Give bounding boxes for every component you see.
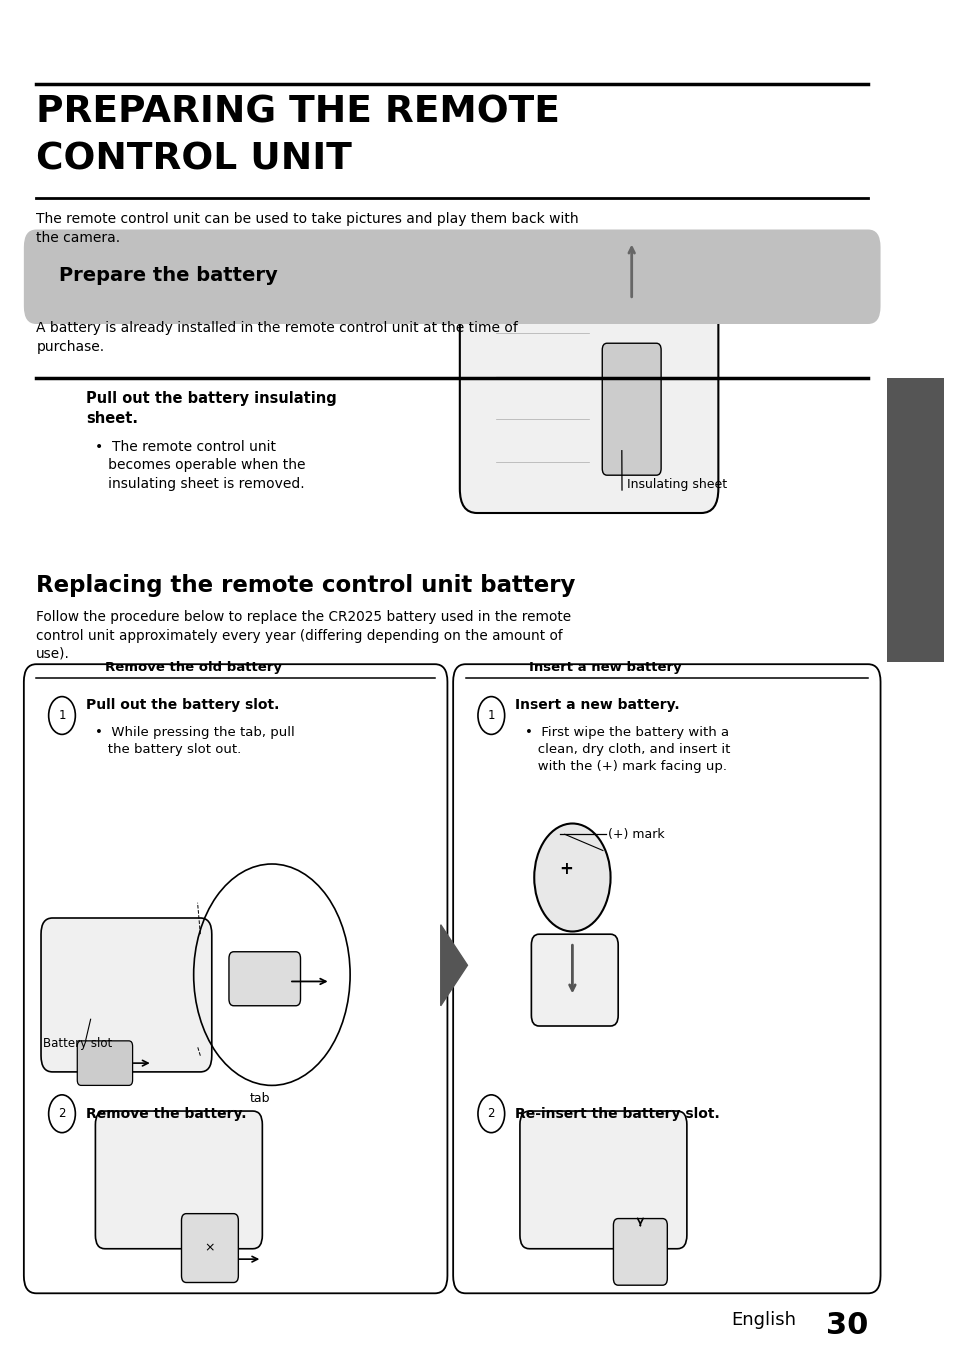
Text: PREPARING THE REMOTE: PREPARING THE REMOTE: [36, 95, 559, 131]
FancyBboxPatch shape: [77, 1041, 132, 1085]
Text: English: English: [731, 1311, 796, 1330]
Text: +: +: [559, 860, 573, 879]
Text: Battery slot: Battery slot: [43, 1037, 112, 1050]
FancyBboxPatch shape: [459, 282, 718, 513]
Text: CONTROL UNIT: CONTROL UNIT: [36, 142, 352, 178]
Text: Insert a new battery: Insert a new battery: [529, 660, 681, 674]
Text: •  The remote control unit
   becomes operable when the
   insulating sheet is r: • The remote control unit becomes operab…: [95, 440, 306, 491]
Circle shape: [534, 824, 610, 932]
FancyBboxPatch shape: [531, 934, 618, 1026]
Polygon shape: [440, 925, 467, 1006]
Text: The remote control unit can be used to take pictures and play them back with
the: The remote control unit can be used to t…: [36, 212, 578, 244]
Text: 2: 2: [58, 1107, 66, 1120]
Text: Insulating sheet: Insulating sheet: [626, 478, 726, 491]
Text: Prepare the battery: Prepare the battery: [59, 266, 277, 285]
Text: SETUP: SETUP: [908, 494, 922, 545]
Text: 2: 2: [487, 1107, 495, 1120]
FancyBboxPatch shape: [24, 230, 880, 324]
Text: Pull out the battery insulating
sheet.: Pull out the battery insulating sheet.: [86, 392, 336, 427]
Text: Follow the procedure below to replace the CR2025 battery used in the remote
cont: Follow the procedure below to replace th…: [36, 610, 571, 662]
FancyBboxPatch shape: [41, 918, 212, 1072]
FancyBboxPatch shape: [95, 1111, 262, 1249]
FancyBboxPatch shape: [229, 952, 300, 1006]
FancyBboxPatch shape: [601, 343, 660, 475]
FancyBboxPatch shape: [24, 664, 447, 1293]
FancyBboxPatch shape: [613, 1219, 667, 1285]
Text: (+) mark: (+) mark: [607, 828, 663, 841]
Text: 1: 1: [58, 709, 66, 722]
Text: 1: 1: [487, 709, 495, 722]
Text: Insert a new battery.: Insert a new battery.: [515, 698, 679, 711]
Text: Remove the battery.: Remove the battery.: [86, 1107, 246, 1120]
Text: tab: tab: [250, 1092, 271, 1106]
Text: •  First wipe the battery with a
   clean, dry cloth, and insert it
   with the : • First wipe the battery with a clean, d…: [524, 726, 729, 774]
FancyBboxPatch shape: [181, 1214, 238, 1282]
Text: 30: 30: [825, 1311, 867, 1341]
Text: ×: ×: [205, 1242, 215, 1254]
Text: Re-insert the battery slot.: Re-insert the battery slot.: [515, 1107, 720, 1120]
Text: •  While pressing the tab, pull
   the battery slot out.: • While pressing the tab, pull the batte…: [95, 726, 294, 756]
FancyBboxPatch shape: [519, 1111, 686, 1249]
Text: Remove the old battery: Remove the old battery: [105, 660, 282, 674]
FancyBboxPatch shape: [886, 378, 943, 662]
Text: A battery is already installed in the remote control unit at the time of
purchas: A battery is already installed in the re…: [36, 321, 517, 354]
FancyBboxPatch shape: [453, 664, 880, 1293]
Text: Pull out the battery slot.: Pull out the battery slot.: [86, 698, 279, 711]
Text: Replacing the remote control unit battery: Replacing the remote control unit batter…: [36, 574, 575, 597]
